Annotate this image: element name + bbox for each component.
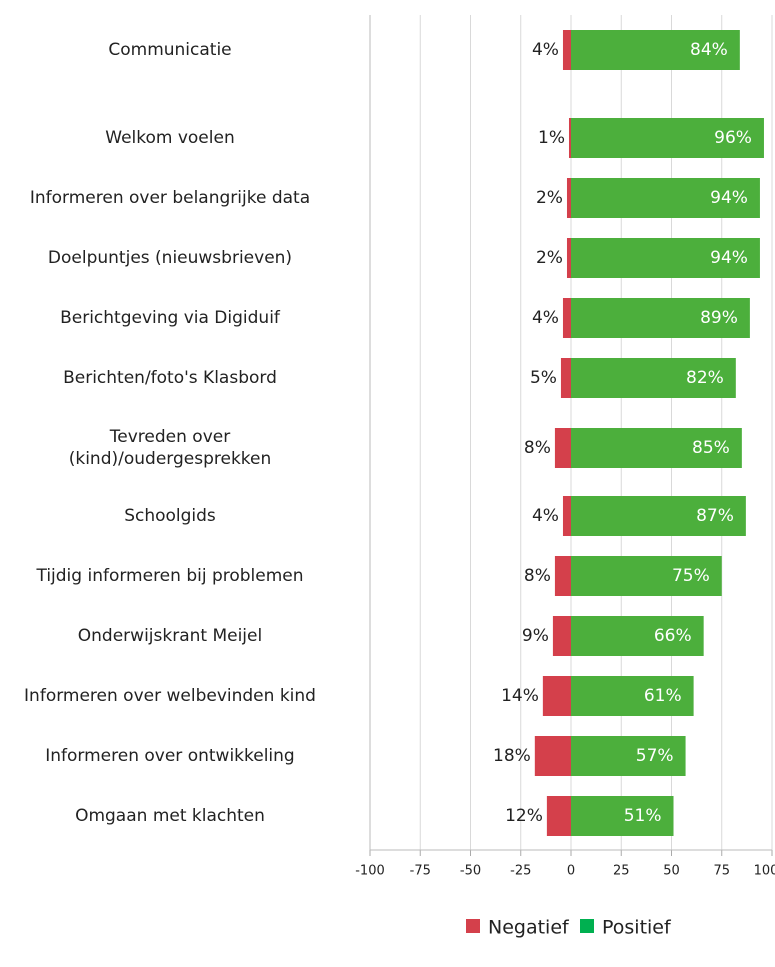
- value-label: 9%: [522, 626, 549, 646]
- value-label: 18%: [493, 746, 531, 766]
- bar: [571, 496, 746, 536]
- bar: [571, 118, 764, 158]
- category-label: Omgaan met klachten: [75, 806, 265, 826]
- bar: [571, 616, 704, 656]
- bar: [571, 556, 722, 596]
- value-label: 1%: [538, 128, 565, 148]
- x-tick-label: 75: [713, 864, 730, 879]
- bar: [571, 238, 760, 278]
- value-label: 14%: [501, 686, 539, 706]
- value-label: 5%: [530, 368, 557, 388]
- value-label: 96%: [714, 128, 752, 148]
- value-label: 2%: [536, 248, 563, 268]
- bar: [554, 428, 571, 468]
- x-tick-label: 50: [663, 864, 680, 879]
- value-label: 4%: [532, 506, 559, 526]
- category-label: Informeren over welbevinden kind: [24, 686, 316, 706]
- bar: [566, 238, 571, 278]
- category-label: Onderwijskrant Meijel: [78, 626, 262, 646]
- legend-swatch: [580, 919, 594, 933]
- bar: [566, 178, 571, 218]
- value-label: 85%: [692, 438, 730, 458]
- x-tick-label: 100: [754, 864, 775, 879]
- bar: [534, 736, 571, 776]
- value-label: 51%: [624, 806, 662, 826]
- value-label: 66%: [654, 626, 692, 646]
- bar: [568, 118, 571, 158]
- legend-label: Positief: [602, 917, 672, 939]
- category-label: Berichten/foto's Klasbord: [63, 368, 277, 388]
- x-tick-label: -50: [460, 864, 481, 879]
- bar: [571, 428, 742, 468]
- value-label: 87%: [696, 506, 734, 526]
- category-label: Tevreden over (kind)/oudergesprekken: [69, 427, 272, 469]
- value-label: 89%: [700, 308, 738, 328]
- value-label: 94%: [710, 188, 748, 208]
- bar: [571, 178, 760, 218]
- category-label: Schoolgids: [124, 506, 216, 526]
- value-label: 94%: [710, 248, 748, 268]
- value-label: 82%: [686, 368, 724, 388]
- bar: [571, 676, 694, 716]
- value-label: 12%: [505, 806, 543, 826]
- category-label: Berichtgeving via Digiduif: [60, 308, 281, 328]
- bar: [571, 30, 740, 70]
- bar: [571, 298, 750, 338]
- bar: [560, 358, 571, 398]
- bar: [546, 796, 571, 836]
- value-label: 61%: [644, 686, 682, 706]
- bar: [571, 736, 686, 776]
- x-tick-label: -100: [355, 864, 385, 879]
- value-label: 57%: [636, 746, 674, 766]
- bar: [562, 298, 571, 338]
- x-tick-label: 0: [567, 864, 575, 879]
- value-label: 75%: [672, 566, 710, 586]
- category-label: Welkom voelen: [105, 128, 234, 148]
- value-label: 4%: [532, 308, 559, 328]
- legend-label: Negatief: [488, 917, 570, 939]
- value-label: 4%: [532, 40, 559, 60]
- value-label: 8%: [524, 566, 551, 586]
- category-label: Informeren over belangrijke data: [30, 188, 310, 208]
- category-label: Doelpuntjes (nieuwsbrieven): [48, 248, 292, 268]
- bar: [562, 496, 571, 536]
- bar: [571, 358, 736, 398]
- category-label: Tijdig informeren bij problemen: [35, 566, 303, 586]
- value-label: 8%: [524, 438, 551, 458]
- bar: [552, 616, 571, 656]
- bar: [554, 556, 571, 596]
- bar: [571, 796, 674, 836]
- category-label: Communicatie: [108, 40, 231, 60]
- bar: [562, 30, 571, 70]
- bar: [542, 676, 571, 716]
- value-label: 2%: [536, 188, 563, 208]
- legend-swatch: [466, 919, 480, 933]
- x-tick-label: -25: [510, 864, 531, 879]
- x-tick-label: -75: [410, 864, 431, 879]
- value-label: 84%: [690, 40, 728, 60]
- category-label: Informeren over ontwikkeling: [45, 746, 294, 766]
- x-tick-label: 25: [613, 864, 630, 879]
